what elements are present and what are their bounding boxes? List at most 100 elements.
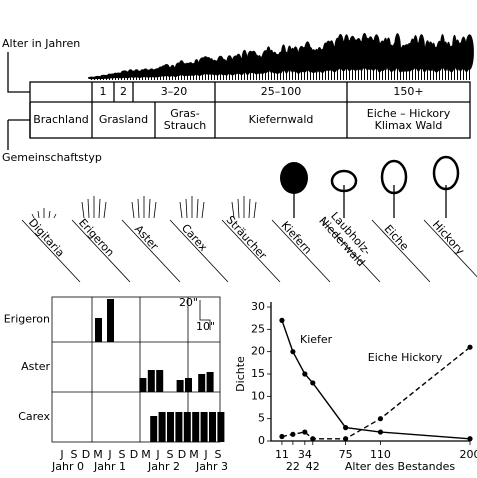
tree-trunk — [229, 68, 230, 80]
tree-trunk — [190, 72, 191, 80]
tree-trunk — [355, 61, 356, 80]
point — [310, 436, 316, 442]
bar — [192, 412, 200, 442]
point — [310, 380, 316, 386]
plant-icon — [201, 201, 205, 219]
bar — [95, 318, 102, 342]
tree-trunk — [178, 72, 179, 80]
bar — [150, 416, 158, 442]
tree-trunk — [250, 66, 251, 80]
point — [302, 371, 308, 377]
year-label: Jahr 2 — [147, 460, 180, 473]
point — [302, 429, 308, 435]
bar — [200, 412, 208, 442]
species-line — [221, 219, 281, 283]
plant-icon — [179, 201, 183, 219]
plant-icon — [48, 210, 51, 219]
species-line — [321, 219, 381, 283]
y-tick-label: 5 — [258, 412, 265, 425]
tree-trunk — [94, 78, 95, 80]
species-label: Kiefern — [278, 219, 314, 257]
tree-trunk — [385, 61, 386, 80]
x-tick-label: 75 — [339, 448, 353, 461]
point — [467, 344, 473, 350]
row-label: Aster — [21, 360, 50, 373]
community-cell: Gras- — [170, 107, 200, 120]
scale-bar — [199, 300, 211, 330]
month-label: M — [93, 448, 103, 461]
month-label: S — [167, 448, 174, 461]
tree-trunk — [457, 61, 458, 80]
month-label: M — [189, 448, 199, 461]
tree-trunk — [271, 66, 272, 80]
age-cell: 150+ — [393, 85, 423, 98]
species-name: Digitaria — [26, 216, 67, 260]
tree-trunk — [211, 70, 212, 80]
y-tick-label: 10 — [251, 389, 265, 402]
arrow — [7, 119, 30, 150]
scale-label: 10" — [196, 320, 215, 333]
bar — [176, 380, 184, 392]
tree-trunk — [442, 59, 443, 80]
arrow — [7, 52, 30, 93]
tree-trunk — [148, 75, 149, 80]
bar — [147, 370, 155, 392]
plant-icon — [87, 198, 90, 219]
plant-icon — [231, 201, 235, 219]
y-tick-label: 20 — [251, 345, 265, 358]
tree-trunk — [121, 76, 122, 80]
tree-trunk — [232, 70, 233, 80]
tree-trunk — [184, 72, 185, 80]
row-label: Erigeron — [4, 313, 50, 326]
series-label: Kiefer — [300, 333, 333, 346]
plant-icon — [280, 162, 308, 194]
month-label: M — [141, 448, 151, 461]
tree-trunk — [292, 65, 293, 80]
tree-trunk — [403, 64, 404, 80]
plant-icon — [196, 198, 199, 219]
community-cell: Strauch — [164, 119, 207, 132]
bar — [198, 374, 206, 392]
tree-trunk — [97, 78, 98, 80]
point — [343, 425, 349, 431]
y-tick-label: 0 — [258, 434, 265, 447]
point — [467, 436, 473, 442]
tree-trunk — [280, 67, 281, 80]
month-label: J — [155, 448, 159, 461]
species-name: Sträucher — [224, 213, 270, 262]
tree-trunk — [415, 60, 416, 80]
species-label: Eiche — [382, 222, 412, 253]
age-cell: 1 — [100, 85, 107, 98]
bar — [206, 372, 214, 392]
axes — [270, 302, 470, 442]
community-cell: Brachland — [33, 113, 89, 126]
x-tick-label: 200 — [460, 448, 477, 461]
tree-trunk — [172, 73, 173, 80]
species-label: Sträucher — [224, 213, 270, 262]
species-name: Eiche — [382, 222, 412, 253]
point — [279, 433, 285, 440]
tree-trunk — [466, 64, 467, 80]
plant-icon — [248, 198, 251, 219]
point — [290, 349, 296, 355]
month-label: D — [82, 448, 90, 461]
plant-icon — [380, 159, 408, 195]
y-tick-label: 30 — [251, 300, 265, 313]
age-cell: 2 — [120, 85, 127, 98]
species-name: Erigeron — [76, 216, 117, 259]
species-label: Carex — [179, 222, 210, 255]
tree-trunk — [409, 63, 410, 80]
tree-trunk — [286, 67, 287, 80]
species-name: Aster — [132, 223, 161, 253]
point — [279, 317, 285, 323]
point — [377, 416, 384, 422]
plant-icon — [81, 201, 85, 219]
plant-icon — [148, 198, 151, 219]
tree-trunk — [181, 71, 182, 80]
month-label: S — [215, 448, 222, 461]
month-label: D — [130, 448, 138, 461]
species-label: Digitaria — [26, 216, 67, 260]
plant-icon — [237, 198, 240, 219]
tree-trunk — [130, 75, 131, 80]
series-label: Eiche Hickory — [368, 351, 443, 364]
